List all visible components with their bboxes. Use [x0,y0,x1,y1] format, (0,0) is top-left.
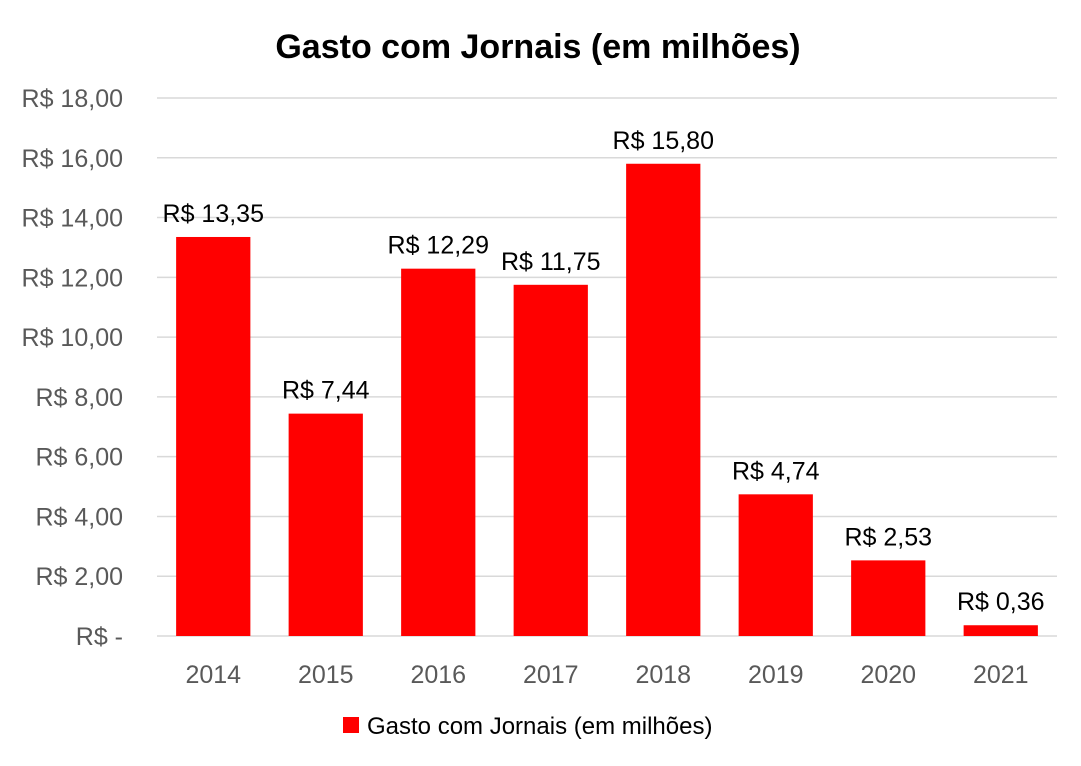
y-tick-label: R$ 6,00 [35,444,123,472]
legend-label: Gasto com Jornais (em milhões) [367,713,712,740]
data-label-2017: R$ 11,75 [501,248,601,276]
x-tick-label: 2014 [185,661,241,689]
y-tick-label: R$ 2,00 [35,563,123,591]
x-tick-label: 2021 [973,661,1029,689]
bar-2017 [513,284,588,636]
y-tick-label: R$ 4,00 [35,503,123,531]
data-labels: R$ 13,35 R$ 7,44 R$ 12,29 R$ 11,75 R$ 15,80 R… [163,127,1045,616]
data-label-2014: R$ 13,35 [163,200,264,228]
data-label-2018: R$ 15,80 [613,127,714,155]
y-tick-label: R$ - [76,623,123,651]
bar-2014 [176,236,251,636]
y-tick-label: R$ 12,00 [22,264,123,292]
y-tick-label: R$ 14,00 [22,205,123,233]
legend: Gasto com Jornais (em milhões) [343,713,712,740]
legend-swatch [343,717,359,733]
y-tick-label: R$ 16,00 [22,145,123,173]
y-axis-ticks: R$ - R$ 2,00 R$ 4,00 R$ 6,00 R$ 8,00 R$ 10,00… [22,85,123,651]
bar-2021 [963,625,1038,636]
x-axis-ticks: 2014 2015 2016 2017 2018 2019 2020 2021 [185,661,1028,689]
data-label-2020: R$ 2,53 [844,523,932,551]
x-tick-label: 2015 [298,661,354,689]
x-tick-label: 2018 [635,661,691,689]
x-tick-label: 2017 [523,661,579,689]
data-label-2015: R$ 7,44 [282,377,370,405]
y-tick-label: R$ 10,00 [22,324,123,352]
x-tick-label: 2016 [410,661,466,689]
data-label-2019: R$ 4,74 [732,457,820,485]
data-label-2021: R$ 0,36 [957,588,1045,616]
bar-2016 [401,268,476,636]
bar-2015 [288,413,363,636]
data-label-2016: R$ 12,29 [388,232,489,260]
chart-title: Gasto com Jornais (em milhões) [275,28,800,66]
bar-2019 [738,494,813,636]
x-tick-label: 2019 [748,661,804,689]
y-tick-label: R$ 18,00 [22,85,123,113]
x-tick-label: 2020 [860,661,916,689]
bars [176,163,1038,636]
bar-2018 [626,163,701,636]
bar-2020 [851,560,926,636]
y-tick-label: R$ 8,00 [35,384,123,412]
